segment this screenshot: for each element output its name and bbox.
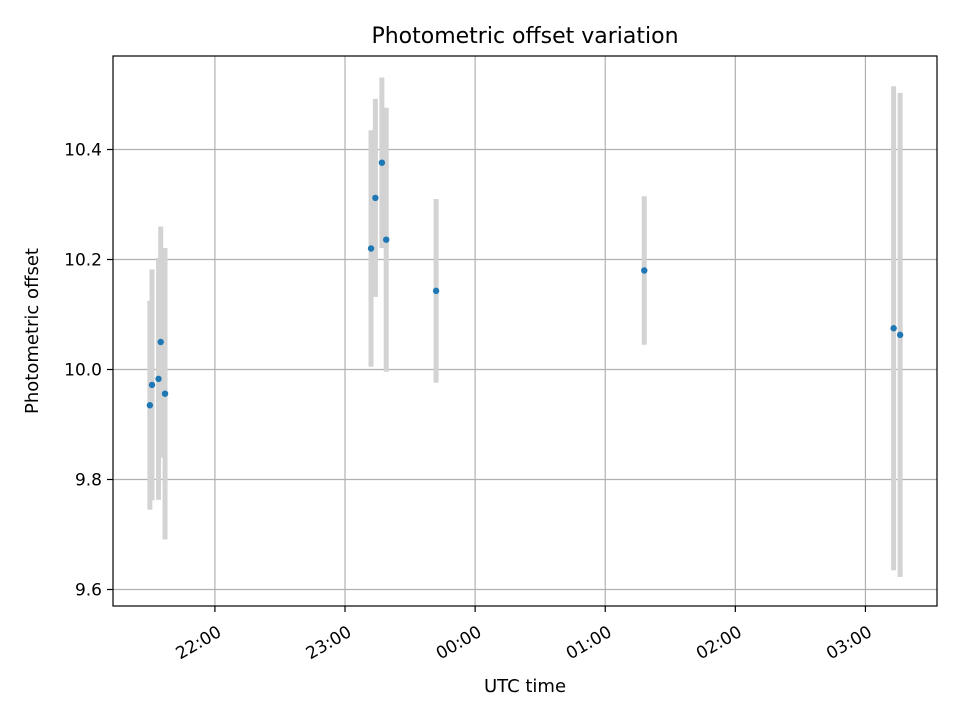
- y-tick-label: 9.8: [75, 471, 102, 491]
- data-point: [146, 402, 154, 409]
- data-point: [383, 236, 390, 243]
- data-point: [161, 390, 169, 397]
- y-tick-label: 10.2: [64, 251, 102, 271]
- y-axis-ticks: 9.6 9.8 10.0 10.2 10.4: [64, 141, 113, 601]
- y-tick-label: 10.0: [64, 361, 102, 381]
- grid-lines: [113, 56, 937, 606]
- data-point: [148, 381, 156, 389]
- y-axis-label: Photometric offset: [22, 248, 43, 414]
- data-point: [157, 338, 164, 346]
- data-point: [432, 287, 440, 295]
- y-tick-label: 10.4: [64, 141, 102, 161]
- plot-area-frame: [112, 55, 938, 607]
- data-point: [890, 325, 897, 332]
- data-point: [155, 375, 162, 383]
- y-tick-label: 9.6: [75, 581, 102, 601]
- data-point: [896, 331, 904, 339]
- data-points: [146, 159, 904, 409]
- data-point: [378, 159, 386, 166]
- x-axis-label: UTC time: [484, 676, 566, 697]
- data-point: [367, 245, 375, 252]
- chart-title: Photometric offset variation: [371, 24, 678, 49]
- data-point: [641, 267, 648, 274]
- data-point: [372, 194, 379, 202]
